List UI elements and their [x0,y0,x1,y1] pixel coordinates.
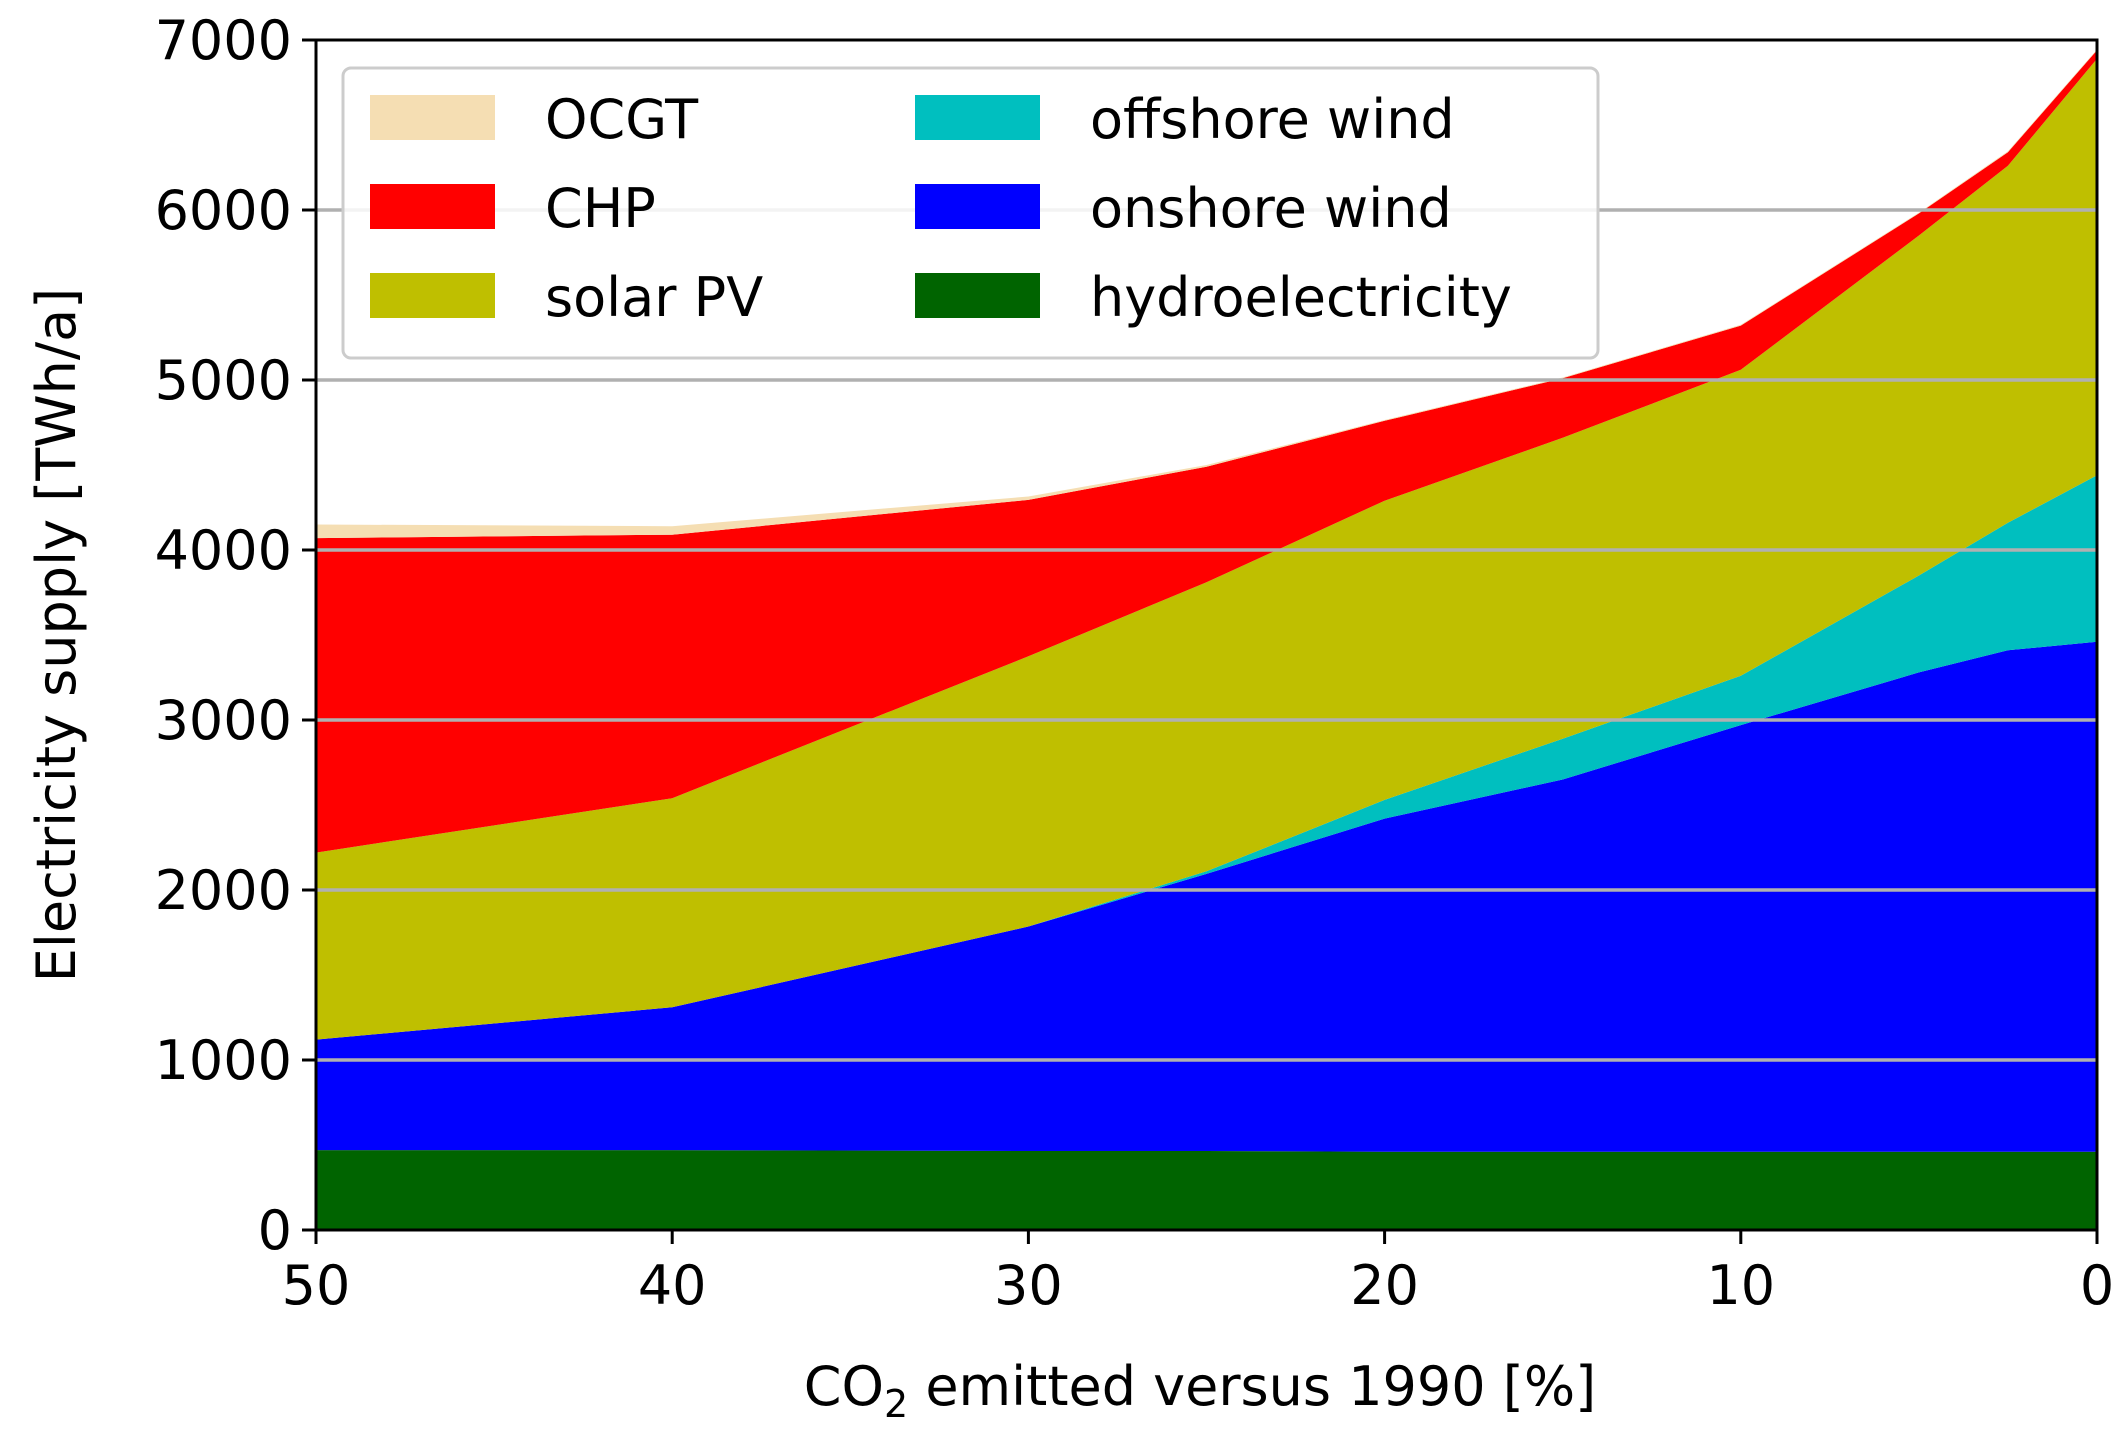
legend-swatch-hydroelectricity [915,273,1040,318]
area-chp [316,50,2097,853]
area-solar-pv [316,58,2097,1040]
x-tick-label-10: 10 [1706,1254,1775,1317]
x-tick-label-0: 0 [2080,1254,2114,1317]
legend-swatch-solar-pv [370,273,495,318]
x-axis-label-main: CO [804,1355,884,1418]
y-tick-label-5000: 5000 [155,349,292,412]
legend-label-onshore-wind: onshore wind [1090,177,1452,240]
axes [314,38,2099,1232]
x-axis-label-rest: emitted versus 1990 [%] [908,1355,1596,1418]
legend-label-chp: CHP [545,177,656,240]
area-onshore-wind [316,641,2097,1152]
area-hydroelectricity [316,1150,2097,1230]
legend-label-hydroelectricity: hydroelectricity [1090,266,1512,329]
x-axis-label: CO2 emitted versus 1990 [%] [804,1355,1596,1426]
x-tick-label-20: 20 [1350,1254,1419,1317]
legend-swatch-onshore-wind [915,184,1040,229]
legend-swatch-offshore-wind [915,95,1040,140]
legend: OCGT CHP solar PV offshore wind onshore wind… [341,66,1600,360]
plot-frame [314,38,2099,1232]
legend-swatch-chp [370,184,495,229]
x-tick-label-40: 40 [638,1254,707,1317]
y-tick-label-2000: 2000 [155,859,292,922]
x-axis-label-subscript: 2 [884,1382,908,1426]
x-tick-label-30: 30 [994,1254,1063,1317]
y-tick-label-4000: 4000 [155,519,292,582]
y-tick-label-3000: 3000 [155,689,292,752]
y-tick-label-1000: 1000 [155,1029,292,1092]
legend-swatch-ocgt [370,95,495,140]
legend-label-solar-pv: solar PV [545,266,763,329]
tick-labels: 0 1000 2000 3000 4000 5000 6000 7000 50 40 30 20 10 0 [155,9,2115,1317]
y-tick-label-0: 0 [258,1199,292,1262]
y-axis-label: Electricity supply [TWh/a] [25,288,88,982]
stacked-areas [316,49,2097,1230]
legend-label-ocgt: OCGT [545,88,699,151]
legend-label-offshore-wind: offshore wind [1090,88,1455,151]
y-tick-label-7000: 7000 [155,9,292,72]
y-tick-label-6000: 6000 [155,179,292,242]
x-tick-label-50: 50 [282,1254,351,1317]
